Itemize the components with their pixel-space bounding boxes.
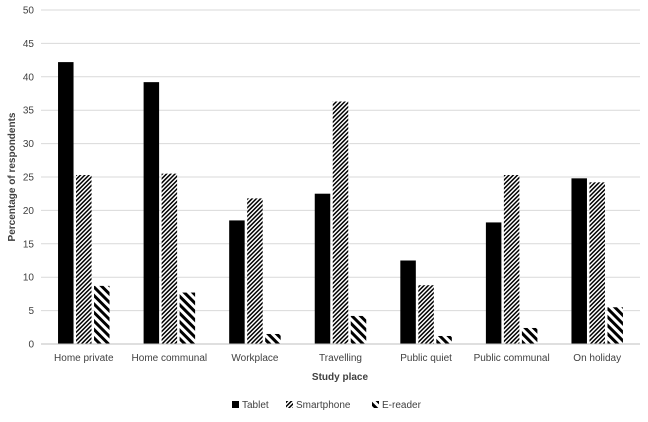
bar-tablet xyxy=(58,62,74,344)
legend-swatch xyxy=(372,401,379,408)
y-tick-label: 35 xyxy=(23,106,35,117)
bar-e-reader xyxy=(521,327,538,344)
bar-e-reader xyxy=(94,285,110,344)
x-axis-ticks: Home private Home communal Workplace Travel… xyxy=(54,353,621,364)
bar-e-reader xyxy=(179,292,196,344)
y-axis-title: Percentage of respondents xyxy=(7,112,18,241)
x-tick-label: Public communal xyxy=(474,353,550,364)
y-tick-label: 25 xyxy=(23,173,35,184)
y-tick-label: 45 xyxy=(23,39,35,50)
bar-smartphone xyxy=(247,198,263,344)
bar-smartphone xyxy=(76,174,92,344)
y-tick-label: 20 xyxy=(23,206,35,217)
legend-label: Smartphone xyxy=(296,400,351,411)
x-tick-label: On holiday xyxy=(573,353,621,364)
x-tick-label: Home communal xyxy=(132,353,208,364)
legend-label: Tablet xyxy=(242,400,269,411)
y-tick-label: 5 xyxy=(28,306,34,317)
x-tick-label: Public quiet xyxy=(400,353,452,364)
bar-tablet xyxy=(485,222,502,344)
bar-tablet xyxy=(229,220,245,344)
legend-swatch xyxy=(286,401,293,408)
x-tick-label: Home private xyxy=(54,353,114,364)
bar-smartphone xyxy=(503,174,520,344)
bar-e-reader xyxy=(607,307,623,344)
bar-tablet xyxy=(400,260,416,344)
bar-smartphone xyxy=(332,101,349,345)
x-axis-title: Study place xyxy=(312,372,369,383)
legend-label: E-reader xyxy=(382,400,422,411)
y-tick-label: 15 xyxy=(23,239,35,250)
bar-smartphone xyxy=(418,285,434,344)
y-tick-label: 50 xyxy=(23,6,35,17)
y-tick-label: 0 xyxy=(28,340,34,351)
bar-smartphone xyxy=(161,173,178,344)
legend-swatch xyxy=(232,401,239,408)
y-tick-label: 40 xyxy=(23,72,35,83)
y-tick-label: 10 xyxy=(23,273,35,284)
bar-smartphone xyxy=(589,182,605,344)
y-axis-ticks: 0 5 10 15 20 25 30 35 40 45 50 xyxy=(23,6,35,351)
legend: Tablet Smartphone E-reader xyxy=(232,400,422,411)
y-tick-label: 30 xyxy=(23,139,35,150)
bar-tablet xyxy=(143,82,160,345)
bar-e-reader xyxy=(265,333,281,344)
x-tick-label: Workplace xyxy=(231,353,278,364)
bars xyxy=(58,62,623,345)
bar-e-reader xyxy=(436,335,452,344)
x-tick-label: Travelling xyxy=(319,353,362,364)
bar-tablet xyxy=(314,193,331,344)
bar-e-reader xyxy=(350,315,367,344)
bar-tablet xyxy=(571,178,587,344)
